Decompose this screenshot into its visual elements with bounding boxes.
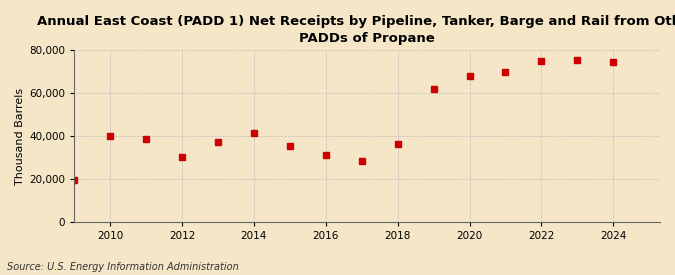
Title: Annual East Coast (PADD 1) Net Receipts by Pipeline, Tanker, Barge and Rail from: Annual East Coast (PADD 1) Net Receipts … bbox=[37, 15, 675, 45]
Y-axis label: Thousand Barrels: Thousand Barrels bbox=[15, 87, 25, 185]
Text: Source: U.S. Energy Information Administration: Source: U.S. Energy Information Administ… bbox=[7, 262, 238, 272]
